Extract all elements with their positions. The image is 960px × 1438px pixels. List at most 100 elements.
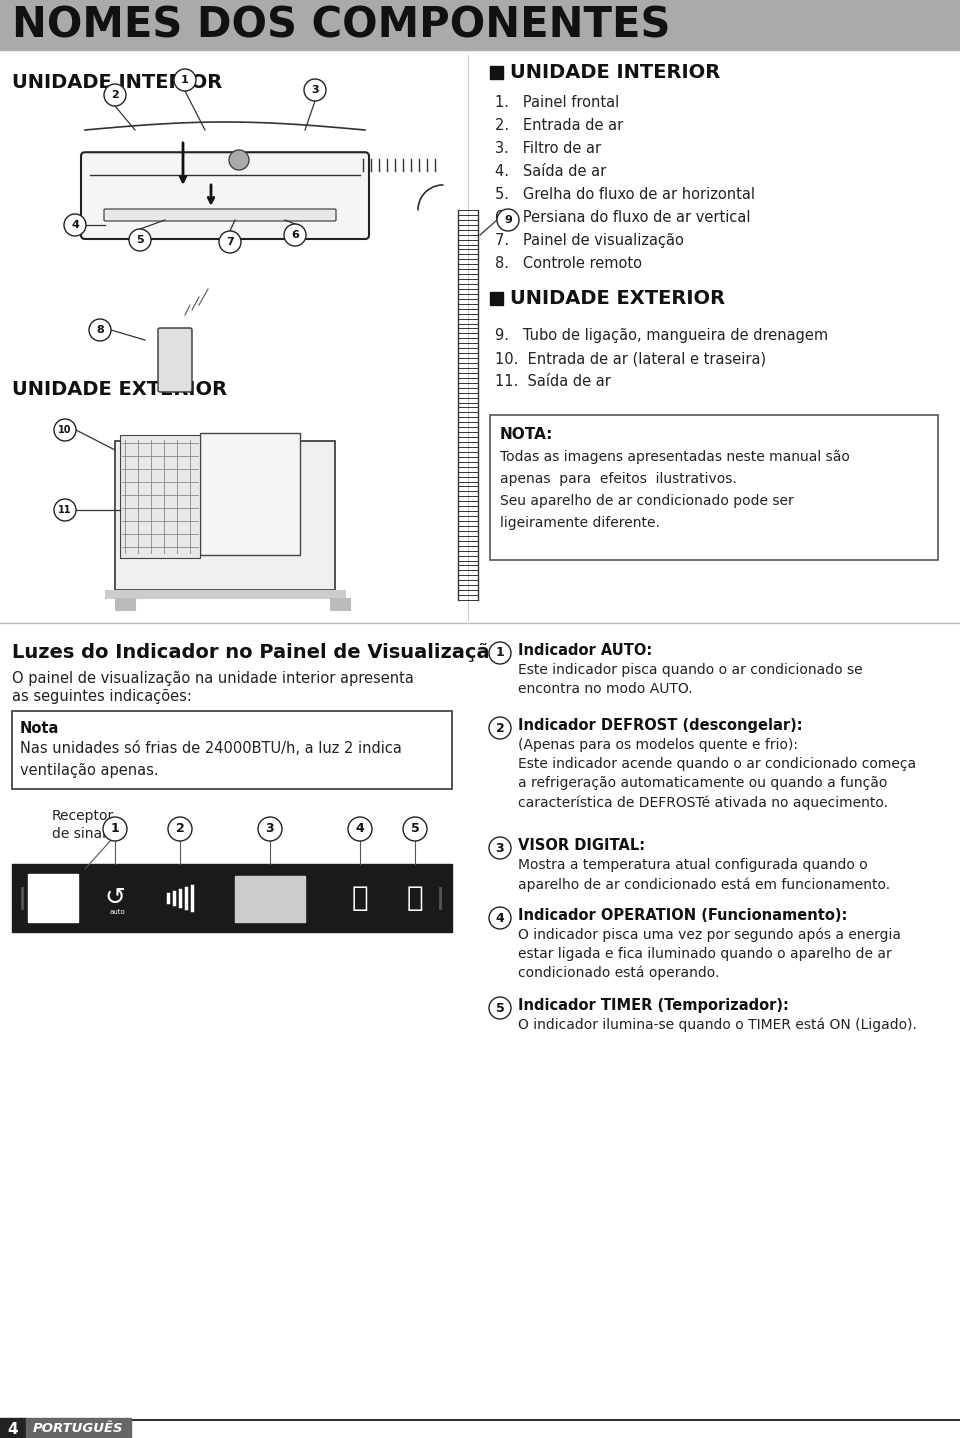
- Bar: [12, 710, 452, 789]
- Text: UNIDADE EXTERIOR: UNIDADE EXTERIOR: [12, 380, 228, 398]
- Circle shape: [304, 79, 326, 101]
- Text: UNIDADE INTERIOR: UNIDADE INTERIOR: [12, 73, 223, 92]
- Text: 6: 6: [291, 230, 299, 240]
- Circle shape: [54, 418, 76, 441]
- Text: 10.  Entrada de ar (lateral e traseira): 10. Entrada de ar (lateral e traseira): [495, 351, 766, 367]
- Text: 2: 2: [176, 823, 184, 835]
- Text: condicionado está operando.: condicionado está operando.: [518, 966, 719, 981]
- Text: UNIDADE EXTERIOR: UNIDADE EXTERIOR: [510, 289, 725, 308]
- Text: característica de DEFROSTé ativada no aquecimento.: característica de DEFROSTé ativada no aq…: [518, 795, 888, 810]
- Text: Este indicador acende quando o ar condicionado começa: Este indicador acende quando o ar condic…: [518, 756, 916, 771]
- Bar: [115, 441, 335, 590]
- Bar: [490, 416, 938, 559]
- Text: O indicador ilumina-se quando o TIMER está ON (Ligado).: O indicador ilumina-se quando o TIMER es…: [518, 1018, 917, 1032]
- Text: estar ligada e fica iluminado quando o aparelho de ar: estar ligada e fica iluminado quando o a…: [518, 948, 892, 961]
- Circle shape: [489, 641, 511, 664]
- Circle shape: [284, 224, 306, 246]
- Text: 9.   Tubo de ligação, mangueira de drenagem: 9. Tubo de ligação, mangueira de drenage…: [495, 328, 828, 344]
- Text: 7.   Painel de visualização: 7. Painel de visualização: [495, 233, 684, 247]
- Text: 8.   Controle remoto: 8. Controle remoto: [495, 256, 642, 270]
- Text: 2.   Entrada de ar: 2. Entrada de ar: [495, 118, 623, 132]
- Text: NOMES DOS COMPONENTES: NOMES DOS COMPONENTES: [12, 4, 670, 46]
- Circle shape: [129, 229, 151, 252]
- Circle shape: [497, 209, 519, 232]
- Circle shape: [104, 83, 126, 106]
- Text: Este indicador pisca quando o ar condicionado se: Este indicador pisca quando o ar condici…: [518, 663, 863, 677]
- Text: (Apenas para os modelos quente e frio):: (Apenas para os modelos quente e frio):: [518, 738, 798, 752]
- Text: ligeiramente diferente.: ligeiramente diferente.: [500, 516, 660, 531]
- Text: PORTUGUÊS: PORTUGUÊS: [33, 1422, 123, 1435]
- Circle shape: [54, 499, 76, 521]
- Text: 5: 5: [411, 823, 420, 835]
- Text: Mostra a temperatura atual configurada quando o: Mostra a temperatura atual configurada q…: [518, 858, 868, 871]
- Text: encontra no modo AUTO.: encontra no modo AUTO.: [518, 682, 692, 696]
- Text: Nota: Nota: [20, 720, 60, 736]
- Text: ↺: ↺: [105, 886, 126, 910]
- Text: Indicador AUTO:: Indicador AUTO:: [518, 643, 652, 659]
- Text: VISOR DIGITAL:: VISOR DIGITAL:: [518, 838, 645, 853]
- Circle shape: [348, 817, 372, 841]
- Text: Indicador TIMER (Temporizador):: Indicador TIMER (Temporizador):: [518, 998, 789, 1012]
- Text: 4.   Saída de ar: 4. Saída de ar: [495, 164, 607, 178]
- Bar: [0, 0, 960, 50]
- Text: 1: 1: [495, 647, 504, 660]
- Text: 11.  Saída de ar: 11. Saída de ar: [495, 374, 611, 390]
- Bar: [490, 66, 503, 79]
- Text: NOTA:: NOTA:: [500, 427, 553, 441]
- Circle shape: [168, 817, 192, 841]
- Text: ⏻: ⏻: [351, 884, 369, 912]
- Bar: [120, 436, 200, 558]
- Text: 5: 5: [136, 234, 144, 244]
- Text: 11: 11: [59, 505, 72, 515]
- Text: apenas  para  efeitos  ilustrativos.: apenas para efeitos ilustrativos.: [500, 472, 736, 486]
- Text: 6.   Persiana do fluxo de ar vertical: 6. Persiana do fluxo de ar vertical: [495, 210, 751, 224]
- Text: Receptor
de sinal: Receptor de sinal: [52, 810, 114, 841]
- Text: 1.   Painel frontal: 1. Painel frontal: [495, 95, 619, 109]
- Text: as seguintes indicações:: as seguintes indicações:: [12, 689, 192, 705]
- Text: 4: 4: [355, 823, 365, 835]
- Text: ⏱: ⏱: [407, 884, 423, 912]
- Text: 3: 3: [266, 823, 275, 835]
- Text: O indicador pisca uma vez por segundo após a energia: O indicador pisca uma vez por segundo ap…: [518, 928, 901, 942]
- Circle shape: [489, 718, 511, 739]
- Text: 4: 4: [71, 220, 79, 230]
- Bar: [115, 598, 135, 610]
- Text: UNIDADE INTERIOR: UNIDADE INTERIOR: [510, 63, 720, 82]
- Circle shape: [229, 150, 249, 170]
- Circle shape: [489, 837, 511, 858]
- Text: Indicador DEFROST (descongelar):: Indicador DEFROST (descongelar):: [518, 718, 803, 733]
- Bar: [26, 1418, 131, 1438]
- Text: 2: 2: [111, 91, 119, 101]
- Bar: [0, 1418, 26, 1438]
- Circle shape: [64, 214, 86, 236]
- Text: 2: 2: [495, 722, 504, 735]
- Text: 4: 4: [495, 912, 504, 925]
- Text: 5: 5: [495, 1001, 504, 1014]
- Text: Seu aparelho de ar condicionado pode ser: Seu aparelho de ar condicionado pode ser: [500, 495, 794, 508]
- Circle shape: [219, 232, 241, 253]
- Text: Indicador OPERATION (Funcionamento):: Indicador OPERATION (Funcionamento):: [518, 907, 848, 923]
- Circle shape: [103, 817, 127, 841]
- Circle shape: [489, 997, 511, 1020]
- FancyBboxPatch shape: [104, 209, 336, 221]
- Bar: [105, 590, 345, 598]
- Text: 8: 8: [96, 325, 104, 335]
- Text: 1: 1: [110, 823, 119, 835]
- Circle shape: [489, 907, 511, 929]
- Circle shape: [403, 817, 427, 841]
- Text: 10: 10: [59, 426, 72, 436]
- Text: 3: 3: [311, 85, 319, 95]
- Text: Nas unidades só frias de 24000BTU/h, a luz 2 indica: Nas unidades só frias de 24000BTU/h, a l…: [20, 741, 402, 756]
- Text: 9: 9: [504, 216, 512, 224]
- Text: aparelho de ar condicionado está em funcionamento.: aparelho de ar condicionado está em func…: [518, 877, 890, 892]
- Text: O painel de visualização na unidade interior apresenta: O painel de visualização na unidade inte…: [12, 672, 414, 686]
- Text: Todas as imagens apresentadas neste manual são: Todas as imagens apresentadas neste manu…: [500, 450, 850, 464]
- Text: auto: auto: [109, 909, 125, 915]
- Bar: [235, 876, 305, 922]
- Text: ventilação apenas.: ventilação apenas.: [20, 764, 158, 778]
- Text: Luzes do Indicador no Painel de Visualização: Luzes do Indicador no Painel de Visualiz…: [12, 643, 503, 661]
- Text: 3.   Filtro de ar: 3. Filtro de ar: [495, 141, 601, 155]
- Text: 5.   Grelha do fluxo de ar horizontal: 5. Grelha do fluxo de ar horizontal: [495, 187, 755, 201]
- Circle shape: [258, 817, 282, 841]
- Bar: [28, 874, 78, 922]
